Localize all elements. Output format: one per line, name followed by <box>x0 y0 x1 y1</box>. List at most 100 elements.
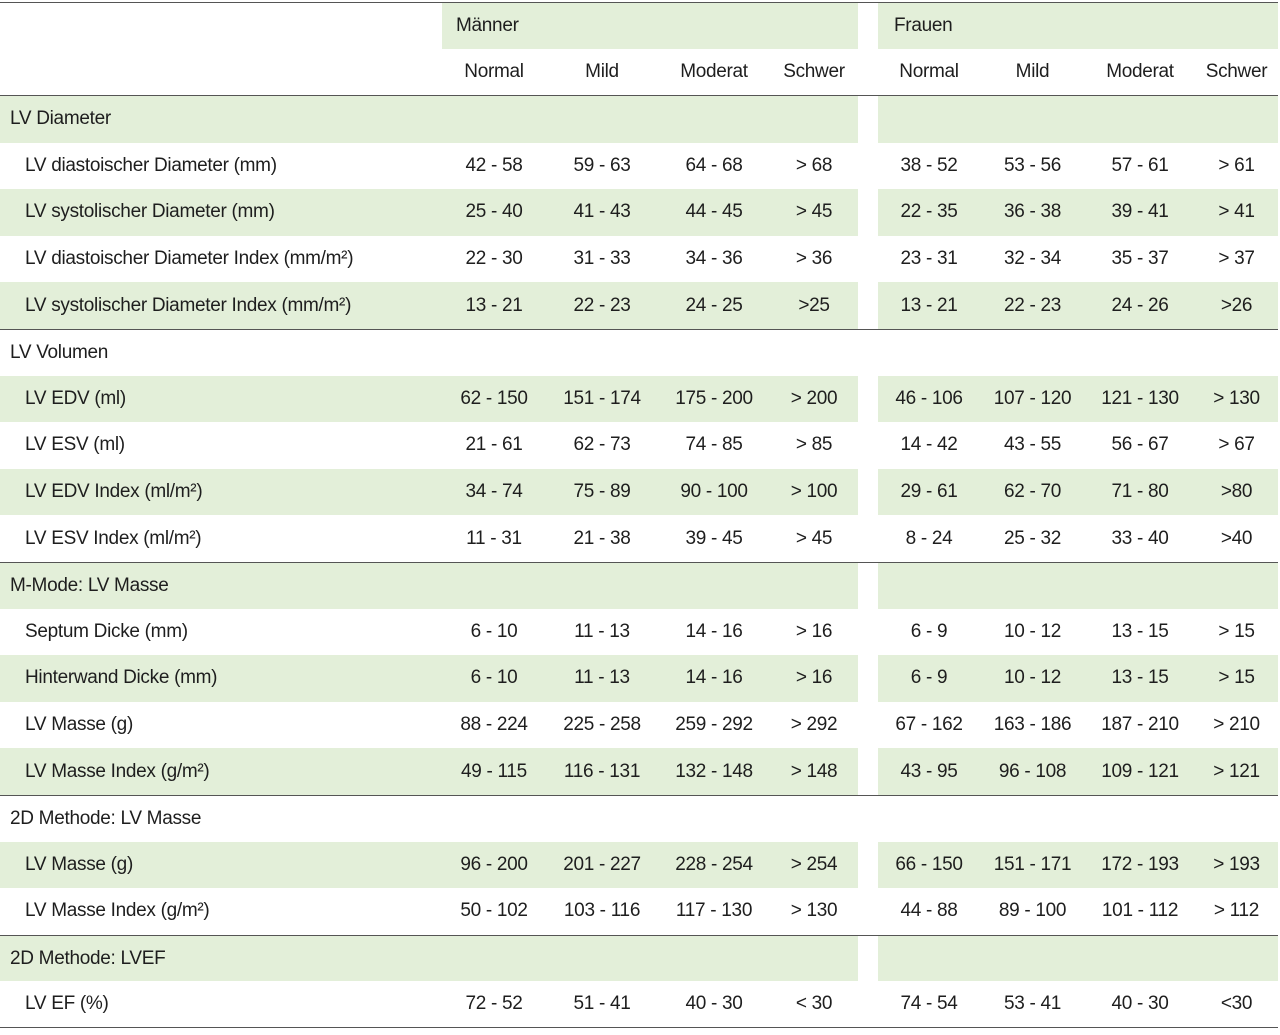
column-header: Mild <box>585 61 619 82</box>
value-cell: 22 - 23 <box>980 282 1085 329</box>
row-label: LV ESV Index (ml/m²) <box>25 527 202 549</box>
value-cell: >80 <box>1195 468 1278 516</box>
value-cell: 96 - 200 <box>442 841 546 889</box>
value-cell: > 16 <box>770 655 858 702</box>
value-cell: 50 - 102 <box>460 900 528 922</box>
value-cell: 38 - 52 <box>900 154 958 176</box>
value-cell: 67 - 162 <box>895 714 963 736</box>
group-header: Männer <box>442 3 858 49</box>
gap <box>858 96 878 143</box>
value-cell: 101 - 112 <box>1101 900 1179 922</box>
value-cell: 14 - 42 <box>900 434 958 456</box>
value-cell: 40 - 30 <box>685 993 743 1015</box>
value-cell: 107 - 120 <box>980 375 1085 423</box>
row-label: LV EF (%) <box>25 993 109 1015</box>
value-cell: 49 - 115 <box>442 748 546 795</box>
value-cell: 6 - 10 <box>470 620 518 642</box>
column-header: Moderat <box>1106 61 1174 82</box>
section-fill <box>878 935 1278 982</box>
value-cell: 32 - 34 <box>1003 248 1062 270</box>
value-cell: > 16 <box>795 620 833 642</box>
value-cell: 33 - 40 <box>1111 527 1169 549</box>
value-cell: 6 - 9 <box>878 655 980 702</box>
value-cell: > 15 <box>1218 620 1255 642</box>
value-cell: 11 - 31 <box>466 527 522 549</box>
value-cell: 56 - 67 <box>1111 434 1169 456</box>
column-header: Normal <box>464 61 524 82</box>
column-header-row: Normal Mild Moderat Schwer Normal Mild Moderat… <box>0 49 1278 96</box>
row-label: LV systolischer Diameter (mm) <box>0 189 442 236</box>
value-cell: 36 - 38 <box>980 189 1085 236</box>
gap <box>858 330 878 376</box>
value-cell: 51 - 41 <box>573 993 631 1015</box>
value-cell: 13 - 21 <box>878 282 980 329</box>
data-row: LV ESV (ml) 21 - 61 62 - 73 74 - 85 > 85 14 -… <box>0 422 1278 469</box>
column-header: Normal <box>899 61 959 82</box>
value-cell: >26 <box>1195 282 1278 329</box>
row-label: LV ESV (ml) <box>25 434 125 456</box>
value-cell: 25 - 40 <box>442 189 546 236</box>
gap <box>858 469 878 516</box>
row-label: LV systolischer Diameter Index (mm/m²) <box>0 282 442 329</box>
value-cell: 24 - 26 <box>1085 282 1195 329</box>
column-header: Moderat <box>680 61 748 82</box>
gap <box>858 3 878 49</box>
gap <box>858 796 878 842</box>
data-row: LV ESV Index (ml/m²) 11 - 31 21 - 38 39 - 4… <box>0 515 1278 562</box>
gap <box>858 655 878 702</box>
gap <box>858 376 878 423</box>
gap <box>858 422 878 469</box>
value-cell: 172 - 193 <box>1085 841 1195 889</box>
value-cell: > 36 <box>795 248 833 270</box>
value-cell: 22 - 23 <box>546 282 658 329</box>
group-header-row: Männer Frauen <box>0 2 1278 49</box>
value-cell: 53 - 56 <box>1003 154 1062 176</box>
value-cell: <30 <box>1220 993 1253 1015</box>
value-cell: 39 - 41 <box>1085 189 1195 236</box>
value-cell: 90 - 100 <box>658 468 770 516</box>
section-title: 2D Methode: LVEF <box>0 935 858 982</box>
gap <box>858 609 878 656</box>
section-title: M-Mode: LV Masse <box>0 563 858 609</box>
section-title: LV Volumen <box>10 341 109 363</box>
row-label: LV Masse Index (g/m²) <box>25 900 210 922</box>
gap <box>858 842 878 889</box>
gap <box>858 981 878 1027</box>
value-cell: 42 - 58 <box>465 154 523 176</box>
section-row: LV Diameter <box>0 96 1278 143</box>
value-cell: 8 - 24 <box>905 527 953 549</box>
value-cell: 88 - 224 <box>460 714 528 736</box>
value-cell: 71 - 80 <box>1085 468 1195 516</box>
value-cell: > 85 <box>795 434 833 456</box>
data-row: Hinterwand Dicke (mm) 6 - 10 11 - 13 14 - 1… <box>0 655 1278 702</box>
data-row: LV Masse (g) 88 - 224 225 - 258 259 - 292 > … <box>0 702 1278 749</box>
row-label: LV Masse (g) <box>25 714 133 736</box>
row-label: LV Masse (g) <box>0 841 442 889</box>
value-cell: 10 - 12 <box>980 655 1085 702</box>
value-cell: 74 - 54 <box>900 993 958 1015</box>
value-cell: 41 - 43 <box>546 189 658 236</box>
value-cell: > 130 <box>790 900 838 922</box>
gap <box>858 748 878 795</box>
value-cell: 35 - 37 <box>1111 248 1169 270</box>
value-cell: 228 - 254 <box>658 841 770 889</box>
value-cell: > 130 <box>1195 375 1278 423</box>
row-label: LV Masse Index (g/m²) <box>0 748 442 795</box>
gap <box>858 563 878 609</box>
value-cell: 89 - 100 <box>998 900 1067 922</box>
value-cell: > 15 <box>1195 655 1278 702</box>
data-row: LV Masse (g) 96 - 200 201 - 227 228 - 254 > … <box>0 841 1278 889</box>
gap <box>858 888 878 935</box>
row-label: LV EDV Index (ml/m²) <box>0 468 442 516</box>
value-cell: > 148 <box>770 748 858 795</box>
value-cell: 6 - 10 <box>442 655 546 702</box>
value-cell: 163 - 186 <box>993 714 1072 736</box>
section-title: 2D Methode: LV Masse <box>10 807 202 829</box>
value-cell: 62 - 70 <box>980 468 1085 516</box>
value-cell: 34 - 74 <box>442 468 546 516</box>
blank <box>0 3 442 49</box>
value-cell: 46 - 106 <box>878 375 980 423</box>
section-row: LV Volumen <box>0 329 1278 376</box>
value-cell: > 193 <box>1195 841 1278 889</box>
data-row: LV diastoischer Diameter Index (mm/m²) 22… <box>0 236 1278 283</box>
